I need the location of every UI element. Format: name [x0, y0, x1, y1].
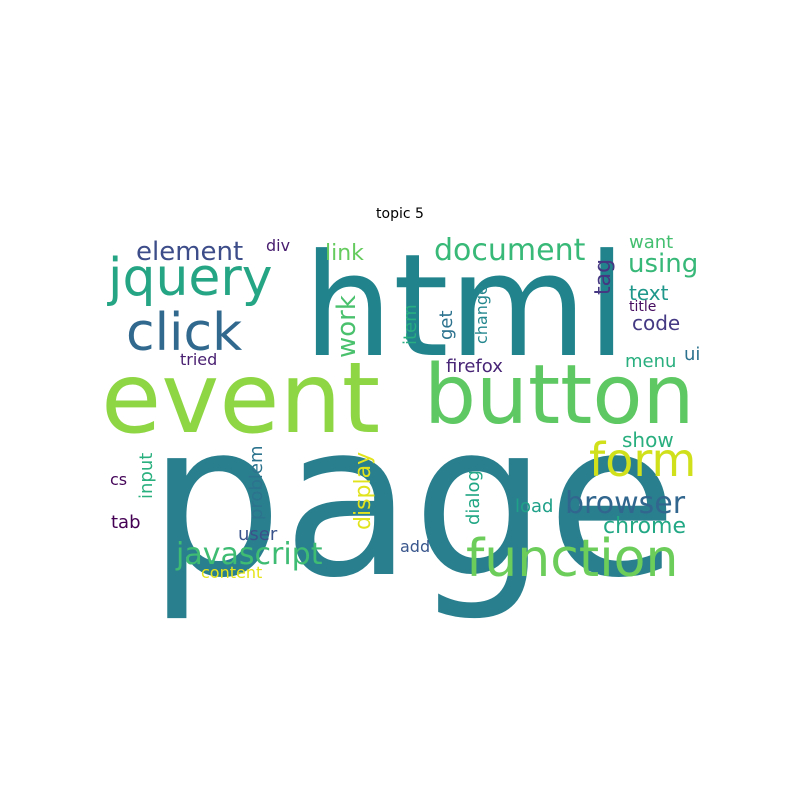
word-div: div: [266, 236, 290, 255]
word-link: link: [325, 241, 364, 266]
word-display: display: [351, 452, 376, 530]
word-html: html: [303, 224, 626, 389]
word-using: using: [628, 249, 698, 279]
word-problem: problem: [246, 446, 267, 520]
word-input: input: [136, 453, 157, 499]
word-page: page: [148, 377, 677, 624]
word-change: change: [472, 285, 491, 344]
word-load: load: [515, 496, 553, 517]
word-tried: tried: [180, 350, 217, 369]
word-firefox: firefox: [446, 356, 503, 377]
word-form: form: [589, 433, 696, 487]
word-jquery: jquery: [107, 248, 273, 308]
word-javascript: javascript: [175, 537, 323, 572]
word-dialog: dialog: [463, 470, 484, 525]
word-cs: cs: [110, 470, 127, 489]
word-content: content: [201, 563, 262, 582]
word-user: user: [238, 524, 278, 545]
word-tag: tag: [591, 259, 616, 295]
word-document: document: [434, 233, 586, 268]
word-click: click: [126, 303, 242, 363]
word-show: show: [622, 428, 674, 452]
word-ui: ui: [684, 344, 700, 365]
word-add: add: [400, 537, 430, 556]
word-menu: menu: [625, 351, 676, 372]
word-browser: browser: [565, 486, 686, 521]
word-button: button: [424, 348, 694, 443]
word-text: text: [629, 281, 669, 305]
word-code: code: [632, 311, 680, 335]
word-item: item: [400, 304, 421, 345]
word-chrome: chrome: [603, 514, 686, 539]
word-event: event: [101, 342, 380, 456]
word-tab: tab: [111, 512, 141, 533]
word-function: function: [466, 529, 678, 589]
word-element: element: [136, 237, 243, 267]
word-work: work: [332, 295, 362, 358]
word-get: get: [436, 310, 457, 340]
word-title: title: [629, 299, 656, 315]
chart-title: topic 5: [376, 206, 424, 222]
word-want: want: [629, 232, 673, 253]
